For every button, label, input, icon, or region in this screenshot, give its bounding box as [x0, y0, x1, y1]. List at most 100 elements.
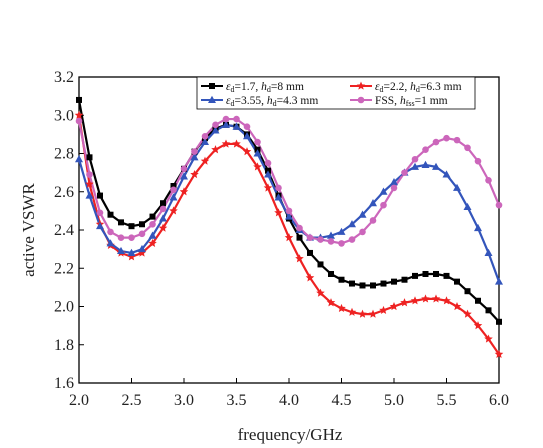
- data-point: [275, 184, 282, 192]
- data-point: [411, 155, 419, 163]
- data-point: [473, 321, 483, 330]
- data-point: [190, 153, 199, 161]
- legend-entry-2: εd=2.2, hd=6.3 mm: [375, 81, 462, 94]
- data-point: [296, 224, 303, 232]
- data-point: [475, 297, 481, 304]
- x-tick-label: 3.5: [227, 392, 247, 409]
- data-point: [285, 212, 293, 220]
- x-tick-label: 3.0: [174, 392, 194, 409]
- data-point: [485, 176, 492, 184]
- data-point: [222, 120, 230, 128]
- data-point: [86, 154, 93, 161]
- data-point: [201, 132, 209, 140]
- data-point: [274, 193, 283, 201]
- data-point: [432, 162, 440, 170]
- data-point: [327, 238, 335, 245]
- data-point: [485, 307, 492, 314]
- data-point: [410, 296, 420, 305]
- data-point: [337, 303, 346, 313]
- data-point: [452, 302, 462, 311]
- data-point: [127, 252, 136, 261]
- data-point: [453, 183, 461, 191]
- axis-ticks: 2.0 2.5 3.0 3.5 4.0 4.5 5.0 5.5 6.0 1.6 1.8 2.0 2.2 2…: [54, 69, 509, 409]
- data-point: [242, 147, 252, 156]
- data-point: [463, 309, 472, 318]
- x-axis-label: frequency/GHz: [238, 425, 343, 444]
- data-point: [391, 278, 397, 285]
- legend-entry-3: εd=3.55, hd=4.3 mm: [226, 95, 318, 108]
- data-point: [495, 277, 503, 285]
- data-point: [222, 115, 230, 123]
- data-point: [117, 246, 125, 255]
- data-point: [264, 159, 272, 167]
- data-point: [400, 298, 409, 307]
- x-tick-label: 6.0: [489, 392, 509, 409]
- data-point: [75, 117, 83, 125]
- data-point: [85, 191, 94, 199]
- data-point: [422, 146, 429, 153]
- data-point: [326, 298, 336, 307]
- data-point: [412, 272, 418, 279]
- data-point: [349, 280, 355, 287]
- data-point: [96, 209, 104, 217]
- data-point: [464, 288, 471, 295]
- data-point: [148, 231, 157, 239]
- series-line-3: [77, 123, 501, 283]
- data-point: [117, 234, 125, 241]
- x-tick-label: 2.5: [122, 392, 142, 409]
- data-point: [389, 302, 399, 311]
- data-point: [179, 187, 189, 196]
- data-point: [295, 254, 304, 263]
- data-point: [221, 139, 231, 148]
- data-point: [443, 134, 450, 142]
- data-point: [180, 165, 188, 173]
- data-point: [337, 227, 346, 235]
- data-point: [233, 115, 240, 123]
- data-point: [369, 199, 377, 207]
- data-point: [359, 282, 366, 289]
- data-point: [433, 270, 439, 277]
- data-point: [401, 169, 408, 176]
- data-point: [180, 172, 188, 180]
- y-tick-label: 2.8: [54, 146, 74, 163]
- data-point: [76, 96, 82, 103]
- data-point: [96, 221, 104, 230]
- data-point: [358, 210, 367, 218]
- data-point: [85, 179, 94, 188]
- data-point: [390, 184, 398, 192]
- data-point: [454, 278, 460, 285]
- data-point: [328, 270, 334, 277]
- data-point: [263, 183, 273, 192]
- legend-entry-1: εd=1.7, hd=8 mm: [226, 81, 304, 94]
- data-point: [306, 234, 314, 241]
- data-point: [296, 234, 303, 241]
- x-tick-label: 2.0: [69, 392, 89, 409]
- data-point: [128, 223, 135, 230]
- data-point: [453, 136, 461, 144]
- legend-swatch-marker: [356, 81, 366, 90]
- data-point: [159, 214, 167, 222]
- data-point: [379, 305, 388, 314]
- data-point: [148, 238, 157, 248]
- data-point: [190, 170, 199, 179]
- data-point: [379, 187, 388, 195]
- data-point: [370, 282, 376, 289]
- data-point: [243, 132, 251, 140]
- data-point: [338, 276, 345, 283]
- data-point: [442, 170, 451, 178]
- y-tick-label: 1.6: [54, 375, 74, 392]
- data-point: [264, 170, 272, 178]
- data-point: [106, 239, 115, 247]
- data-point: [107, 211, 114, 218]
- data-point: [359, 228, 366, 236]
- x-tick-label: 5.5: [437, 392, 457, 409]
- data-point: [158, 223, 168, 232]
- x-tick-label: 4.0: [279, 392, 299, 409]
- data-point: [201, 137, 209, 146]
- data-point: [307, 249, 313, 256]
- data-point: [138, 230, 146, 238]
- data-point: [421, 294, 430, 303]
- data-point: [243, 123, 251, 131]
- y-axis-label: active VSWR: [19, 183, 38, 277]
